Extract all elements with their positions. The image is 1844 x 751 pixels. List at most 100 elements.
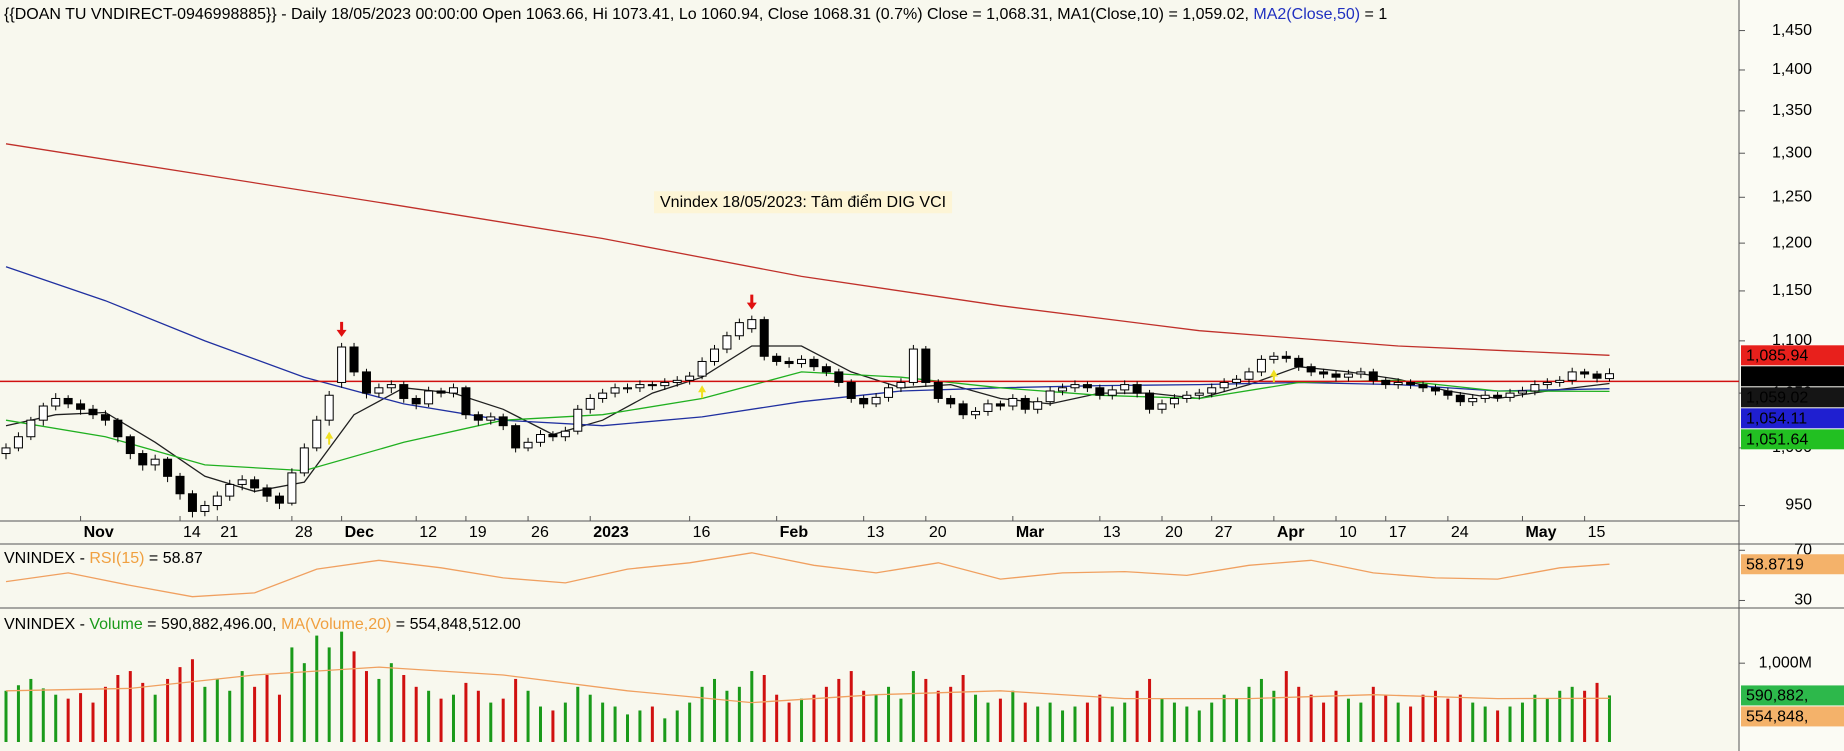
value-tag [1741,429,1844,450]
candle-body [1058,387,1068,392]
x-tick-label: 26 [531,524,549,541]
candle-body [324,394,334,421]
candle-body [262,487,272,497]
rsi-panel [5,552,1610,598]
volume-bar [1185,706,1189,742]
chart-title: {{DOAN TU VNDIRECT-0946998885}} - Daily … [4,6,1387,23]
volume-bar [228,690,232,742]
title-part: {{DOAN TU VNDIRECT-0946998885}} - Daily … [4,6,1253,23]
rsi-label: VNINDEX - RSI(15) = 58.87 [4,550,203,567]
volume-bar [501,698,505,742]
volume-bar [998,698,1002,742]
x-tick-label: 24 [1451,524,1469,541]
candle-body [138,453,148,466]
candle-body [1070,384,1080,389]
candle-body [200,505,210,512]
title-part: MA2(Close,50) [1253,6,1360,23]
volume-bar [986,702,990,742]
volume-bar [1371,686,1375,742]
value-tag-label: 1,085.94 [1746,348,1808,365]
volume-label-part: VNINDEX - [4,616,89,633]
candle-body [859,397,869,405]
candle-body [1319,371,1329,375]
x-tick-label: 28 [295,524,313,541]
volume-bar [1123,702,1127,742]
candle-body [1107,389,1117,396]
volume-label-part: = 590,882,496.00, [143,616,281,633]
ma-line [5,266,1610,427]
ma-line [5,143,1610,356]
volume-label-part: Volume [89,616,142,633]
volume-bar [265,675,269,742]
candle-body [1493,394,1503,398]
x-tick-label: 15 [1588,524,1606,541]
candle-body [287,472,297,504]
rsi-label-part: VNINDEX - [4,550,89,567]
candle-body [1145,392,1155,410]
volume-bar [1297,686,1301,742]
candle-body [1418,384,1428,389]
annotation-bg [654,191,953,214]
candle-body [76,403,86,410]
candle-body [498,416,508,427]
volume-bar [787,702,791,742]
candle-body [1356,371,1366,375]
volume-bar [1061,710,1065,742]
candle-body [1505,392,1515,398]
candle-body [150,458,160,466]
volume-bar [936,690,940,742]
x-tick-label: 2023 [593,524,629,541]
y-tick-label: 1,300 [1772,144,1812,161]
candle-body [125,436,135,455]
candle-body [411,397,421,405]
x-tick-label: 20 [929,524,947,541]
volume-bar [476,690,480,742]
volume-bar [700,686,704,742]
volume-bar [178,667,182,742]
volume-bar [1284,671,1288,742]
candle-body [1567,371,1577,381]
candle-body [1082,384,1092,389]
candle-body [1592,373,1602,379]
volume-bar [1471,702,1475,742]
candle-body [697,360,707,377]
volume-bar [1085,702,1089,742]
volume-bar [961,675,965,742]
volume-bar [1384,694,1388,742]
volume-bar [1458,694,1462,742]
candle-body [747,319,757,330]
candle-body [187,493,197,512]
volume-bar [1272,690,1276,742]
volume-panel [4,631,1611,742]
x-tick-label: 17 [1389,524,1407,541]
candle-body [1020,397,1030,410]
candle-body [1194,392,1204,396]
volume-bar [812,694,816,742]
candle-body [933,381,943,399]
candle-body [598,392,608,399]
x-tick-label: 14 [183,524,201,541]
y-tick-label: 1,450 [1772,22,1812,39]
volume-bar [1048,702,1052,742]
candle-body [100,414,110,421]
volume-bar [551,710,555,742]
candle-body [349,346,359,373]
volume-bar [253,686,257,742]
candle-body [13,436,23,449]
volume-bar [526,690,530,742]
candle-body [623,387,632,390]
volume-bar [1135,690,1139,742]
volume-bar [290,647,294,742]
candle-body [1207,387,1217,394]
y-tick-label: 950 [1785,497,1812,514]
candle-body [1244,371,1254,380]
candle-body [26,419,36,438]
value-tag-label: 1,068.31 [1746,369,1808,386]
volume-bar [1309,694,1313,742]
y-tick-label: 1,350 [1772,102,1812,119]
y-tick-label: 1,150 [1772,282,1812,299]
volume-bar [1545,698,1549,742]
candle-body [784,360,794,365]
x-tick-label: 27 [1215,524,1233,541]
